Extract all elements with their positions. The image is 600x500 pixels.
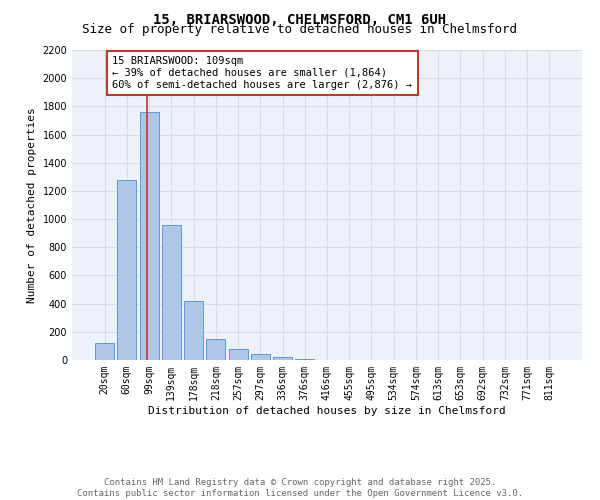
Text: Size of property relative to detached houses in Chelmsford: Size of property relative to detached ho… [83,24,517,36]
X-axis label: Distribution of detached houses by size in Chelmsford: Distribution of detached houses by size … [148,406,506,415]
Bar [118,180,136,360]
Bar [162,224,181,360]
Text: 15, BRIARSWOOD, CHELMSFORD, CM1 6UH: 15, BRIARSWOOD, CHELMSFORD, CM1 6UH [154,12,446,26]
Bar [273,357,292,360]
Bar [229,348,248,360]
Bar [95,343,114,360]
Text: 15 BRIARSWOOD: 109sqm
← 39% of detached houses are smaller (1,864)
60% of semi-d: 15 BRIARSWOOD: 109sqm ← 39% of detached … [112,56,412,90]
Bar [206,339,225,360]
Bar [140,112,158,360]
Bar [184,301,203,360]
Text: Contains HM Land Registry data © Crown copyright and database right 2025.
Contai: Contains HM Land Registry data © Crown c… [77,478,523,498]
Y-axis label: Number of detached properties: Number of detached properties [27,107,37,303]
Bar [251,354,270,360]
